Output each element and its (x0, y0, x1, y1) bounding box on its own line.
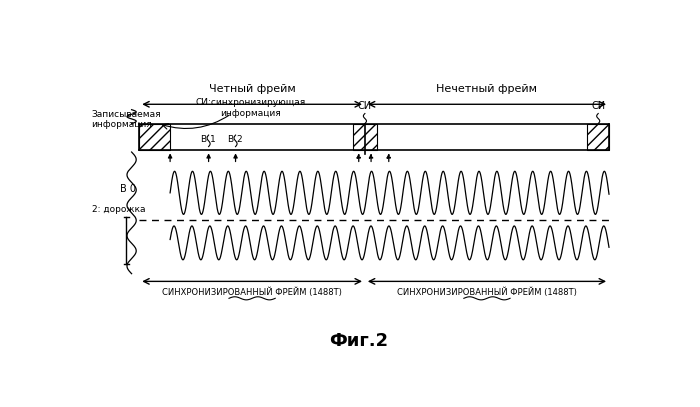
Text: Четный фрейм: Четный фрейм (209, 84, 295, 94)
Text: СИ: СИ (592, 101, 606, 111)
Text: СИ: СИ (358, 101, 372, 111)
Text: Записываемая
информация: Записываемая информация (92, 110, 161, 129)
Text: 2: дорожка: 2: дорожка (92, 205, 145, 214)
Bar (587, 124, 609, 151)
Text: СИНХРОНИЗИРОВАННЫЙ ФРЕЙМ (1488Т): СИНХРОНИЗИРОВАННЫЙ ФРЕЙМ (1488Т) (397, 287, 577, 297)
Bar (353, 124, 377, 151)
Text: СИ:синхронизирующая
информация: СИ:синхронизирующая информация (196, 98, 306, 118)
Text: СИНХРОНИЗИРОВАННЫЙ ФРЕЙМ (1488Т): СИНХРОНИЗИРОВАННЫЙ ФРЕЙМ (1488Т) (162, 287, 342, 297)
Text: В 2: В 2 (228, 135, 243, 144)
Text: В 1: В 1 (201, 135, 216, 144)
Text: В 0: В 0 (120, 184, 136, 194)
Bar (139, 124, 170, 151)
Text: Нечетный фрейм: Нечетный фрейм (437, 84, 538, 94)
Text: Фиг.2: Фиг.2 (329, 332, 389, 350)
